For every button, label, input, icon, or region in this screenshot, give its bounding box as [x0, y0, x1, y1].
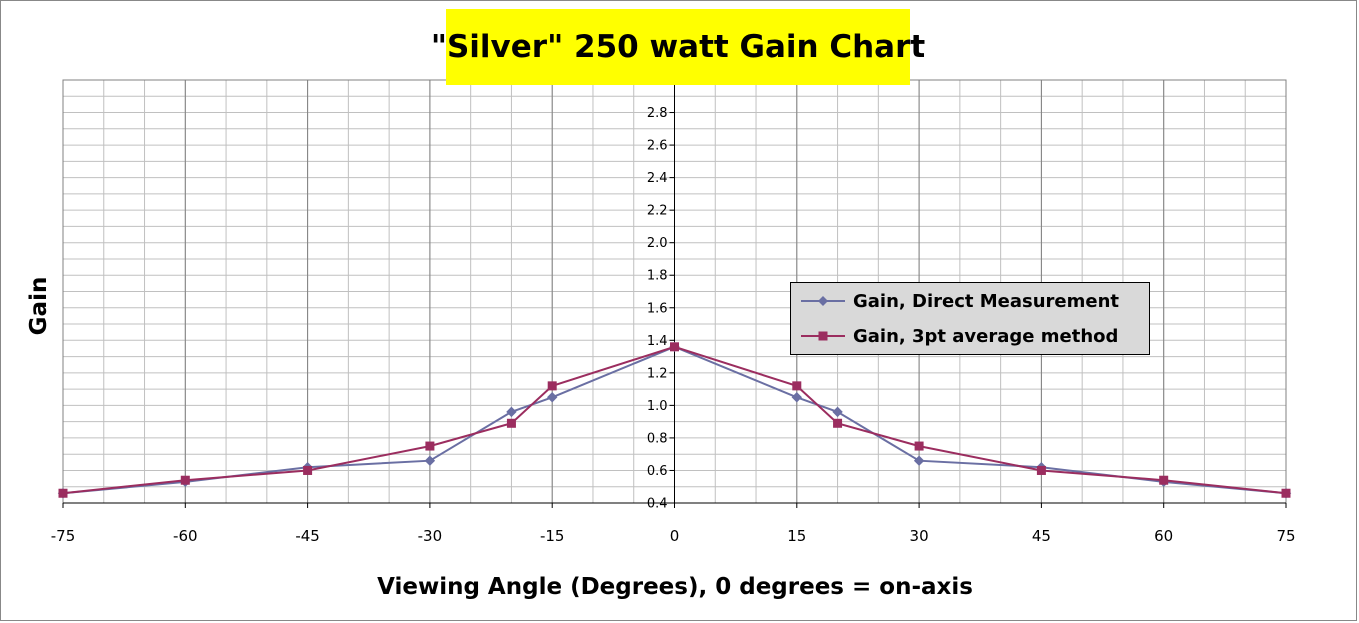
y-tick-label: 0.6 [647, 464, 668, 479]
y-tick-label: 2.0 [647, 236, 668, 251]
x-tick-label: -45 [295, 527, 320, 545]
y-tick-label: 1.8 [647, 269, 668, 284]
y-axis-title: Gain [26, 277, 52, 336]
data-point-direct [791, 392, 803, 403]
data-point-average [1281, 488, 1291, 498]
data-point-average [914, 441, 924, 451]
data-point-average [506, 418, 516, 428]
data-point-direct [913, 455, 925, 466]
data-point-direct [832, 406, 843, 418]
y-tick-label: 2.2 [647, 204, 668, 219]
legend: Gain, Direct Measurement Gain, 3pt avera… [790, 282, 1150, 355]
legend-swatch-direct [801, 296, 845, 306]
y-tick-label: 1.4 [647, 334, 668, 349]
data-point-direct [506, 406, 517, 418]
y-tick-label: 0.4 [647, 497, 668, 512]
data-point-average [180, 475, 190, 485]
y-tick-label: 1.6 [647, 301, 668, 316]
data-point-average [792, 381, 802, 391]
x-tick-label: 75 [1276, 527, 1295, 545]
y-tick-label: 2.6 [647, 139, 668, 154]
x-tick-label: 30 [910, 527, 929, 545]
data-point-average [303, 465, 313, 475]
data-point-direct [546, 392, 558, 403]
x-tick-label: -15 [540, 527, 565, 545]
y-axis-ticks: 3.02.82.62.42.22.01.81.61.41.21.00.80.60… [647, 74, 675, 512]
chart-title: "Silver" 250 watt Gain Chart [431, 9, 925, 85]
x-axis-title: Viewing Angle (Degrees), 0 degrees = on-… [377, 574, 973, 600]
data-point-direct [424, 455, 436, 466]
series-layer [57, 341, 1292, 499]
data-point-average [547, 381, 557, 391]
x-tick-label: -30 [418, 527, 443, 545]
y-tick-label: 1.0 [647, 399, 668, 414]
y-tick-label: 0.8 [647, 431, 668, 446]
data-point-average [425, 441, 435, 451]
data-point-average [833, 418, 843, 428]
y-tick-label: 1.2 [647, 366, 668, 381]
x-tick-label: -75 [51, 527, 76, 545]
legend-item-direct: Gain, Direct Measurement [801, 288, 1119, 314]
data-point-average [670, 342, 679, 352]
x-tick-label: 45 [1032, 527, 1051, 545]
legend-label-direct: Gain, Direct Measurement [853, 290, 1120, 312]
x-tick-label: 15 [787, 527, 806, 545]
legend-label-average: Gain, 3pt average method [853, 325, 1119, 347]
x-tick-label: 60 [1154, 527, 1173, 545]
y-tick-label: 2.4 [647, 171, 668, 186]
x-tick-label: 0 [670, 527, 680, 545]
data-point-average [1036, 465, 1046, 475]
x-axis-ticks: -75 -60 -45 -30 -15 0 15 30 45 60 75 [51, 502, 1296, 545]
y-tick-label: 2.8 [647, 106, 668, 121]
data-point-average [58, 488, 68, 498]
legend-swatch-average [801, 331, 845, 341]
data-point-average [1159, 475, 1169, 485]
x-tick-label: -60 [173, 527, 198, 545]
legend-item-average: Gain, 3pt average method [801, 323, 1118, 349]
